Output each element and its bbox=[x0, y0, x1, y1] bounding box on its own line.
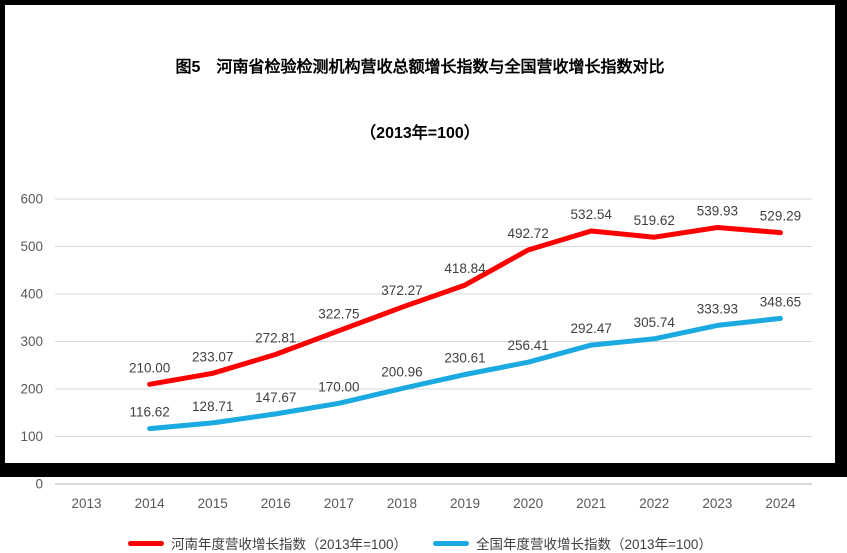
data-label-s1-2022: 305.74 bbox=[634, 315, 676, 330]
x-tick-label-2018: 2018 bbox=[387, 496, 417, 511]
data-label-s0-2018: 372.27 bbox=[381, 283, 422, 298]
x-tick-label-2014: 2014 bbox=[135, 496, 166, 511]
y-tick-label-100: 100 bbox=[20, 429, 43, 444]
data-label-s1-2019: 230.61 bbox=[444, 350, 485, 365]
legend-item-henan: 河南年度营收增长指数（2013年=100） bbox=[128, 533, 407, 553]
x-tick-label-2019: 2019 bbox=[450, 496, 480, 511]
chart-title: 图5 河南省检验检测机构营收总额增长指数与全国营收增长指数对比 （2013年=1… bbox=[5, 13, 835, 167]
data-label-s0-2019: 418.84 bbox=[444, 261, 486, 276]
legend-item-national: 全国年度营收增长指数（2013年=100） bbox=[433, 533, 712, 553]
x-tick-label-2017: 2017 bbox=[324, 496, 354, 511]
x-tick-label-2022: 2022 bbox=[639, 496, 669, 511]
data-label-s0-2017: 322.75 bbox=[318, 307, 359, 322]
chart-legend: 河南年度营收增长指数（2013年=100） 全国年度营收增长指数（2013年=1… bbox=[5, 533, 835, 553]
x-tick-label-2020: 2020 bbox=[513, 496, 543, 511]
data-label-s1-2014: 116.62 bbox=[129, 405, 169, 420]
data-label-s1-2021: 292.47 bbox=[571, 321, 612, 336]
chart-title-line1: 图5 河南省检验检测机构营收总额增长指数与全国营收增长指数对比 bbox=[175, 59, 665, 76]
data-label-s0-2021: 532.54 bbox=[571, 207, 613, 222]
x-tick-label-2023: 2023 bbox=[702, 496, 732, 511]
y-tick-label-400: 400 bbox=[20, 287, 43, 302]
x-tick-label-2013: 2013 bbox=[72, 496, 102, 511]
line-chart-plot-area: 0 100 200 300 400 500 600 2013 2014 2015 2016 2017 2… bbox=[20, 192, 812, 511]
data-label-s1-2020: 256.41 bbox=[507, 338, 548, 353]
series-line-0 bbox=[147, 225, 783, 387]
legend-label-national: 全国年度营收增长指数（2013年=100） bbox=[476, 537, 712, 552]
x-tick-label-2021: 2021 bbox=[576, 496, 606, 511]
henan-line-swatch bbox=[128, 540, 165, 546]
y-tick-label-0: 0 bbox=[35, 477, 43, 492]
data-label-s0-2016: 272.81 bbox=[255, 330, 296, 345]
y-tick-label-200: 200 bbox=[20, 382, 43, 397]
x-tick-label-2024: 2024 bbox=[765, 496, 796, 511]
data-label-s0-2023: 539.93 bbox=[697, 204, 738, 219]
legend-label-henan: 河南年度营收增长指数（2013年=100） bbox=[171, 537, 407, 552]
series-line-1 bbox=[147, 315, 783, 432]
data-label-s1-2024: 348.65 bbox=[760, 294, 801, 309]
x-tick-label-2015: 2015 bbox=[198, 496, 228, 511]
data-label-s0-2014: 210.00 bbox=[129, 360, 170, 375]
data-label-s1-2017: 170.00 bbox=[318, 379, 359, 394]
data-label-s1-2018: 200.96 bbox=[381, 365, 422, 380]
data-label-s0-2020: 492.72 bbox=[507, 226, 548, 241]
data-label-s1-2016: 147.67 bbox=[255, 390, 296, 405]
data-label-s1-2015: 128.71 bbox=[192, 399, 233, 414]
chart-title-line2: （2013年=100） bbox=[360, 125, 480, 142]
data-label-s0-2022: 519.62 bbox=[634, 213, 675, 228]
y-tick-label-600: 600 bbox=[20, 192, 43, 207]
y-tick-label-500: 500 bbox=[20, 239, 43, 254]
y-tick-label-300: 300 bbox=[20, 334, 43, 349]
national-line-swatch bbox=[433, 540, 469, 546]
x-tick-label-2016: 2016 bbox=[261, 496, 291, 511]
data-label-s0-2015: 233.07 bbox=[192, 349, 233, 364]
data-label-s1-2023: 333.93 bbox=[697, 301, 738, 316]
data-label-s0-2024: 529.29 bbox=[760, 209, 801, 224]
